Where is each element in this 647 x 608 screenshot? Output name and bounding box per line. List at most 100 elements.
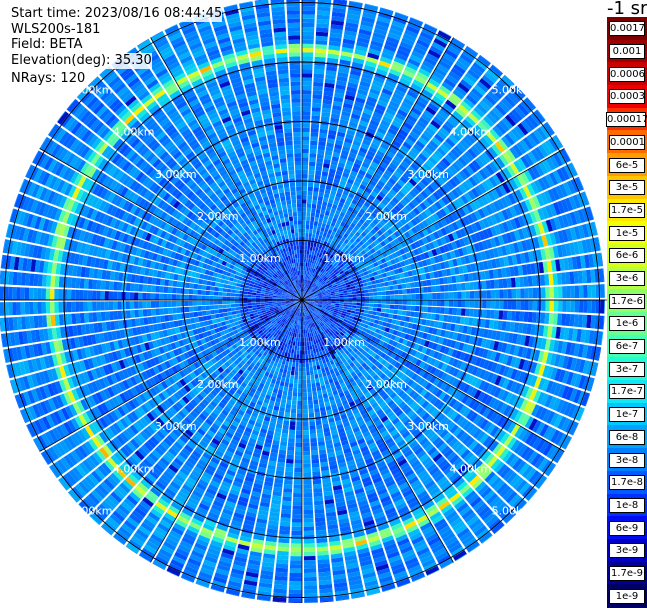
ray-bin — [304, 585, 317, 590]
ray-bin — [390, 305, 394, 309]
ray-bin — [376, 283, 381, 287]
ray-bin — [383, 317, 388, 322]
ray-bin — [299, 325, 301, 329]
ray-bin — [304, 581, 317, 586]
ray-bin — [299, 363, 302, 367]
ray-bin — [304, 589, 317, 594]
ray-bin — [305, 245, 308, 249]
ray-bin — [340, 298, 344, 300]
ray-bin — [282, 429, 288, 434]
ray-bin — [317, 433, 324, 438]
ray-bin — [281, 399, 286, 404]
ray-bin — [305, 346, 308, 350]
ray-bin — [311, 446, 318, 451]
ray-bin — [310, 434, 316, 439]
ray-bin — [287, 370, 291, 375]
ray-bin — [309, 250, 312, 255]
ray-bin — [279, 450, 286, 455]
ray-bin — [311, 383, 315, 388]
ray-bin — [282, 505, 292, 510]
ray-bin — [286, 463, 294, 468]
ray-bin — [302, 61, 313, 65]
ray-bin — [295, 363, 298, 367]
ray-bin — [344, 302, 348, 304]
ray-bin — [435, 314, 440, 321]
ray-bin — [465, 309, 470, 317]
ray-bin — [302, 161, 308, 165]
ray-bin — [295, 459, 302, 463]
ray-bin — [294, 346, 297, 350]
ray-bin — [378, 300, 382, 304]
ray-bin — [318, 192, 323, 197]
ray-bin — [394, 295, 398, 299]
ray-bin — [303, 489, 312, 493]
ray-bin — [298, 384, 302, 388]
ray-bin — [304, 556, 316, 561]
ray-bin — [281, 377, 286, 382]
ray-bin — [285, 471, 293, 476]
ray-bin — [307, 384, 311, 389]
ray-bin — [311, 450, 318, 455]
ray-bin — [356, 294, 360, 297]
ray-bin — [303, 405, 308, 409]
ray-bin — [495, 290, 499, 299]
ray-bin — [352, 297, 356, 299]
ray-bin — [316, 209, 321, 214]
ray-bin — [520, 300, 524, 310]
ray-bin — [303, 451, 310, 455]
ray-bin — [311, 115, 320, 120]
ray-bin — [379, 278, 384, 283]
ray-bin — [314, 374, 318, 379]
ray-bin — [307, 379, 311, 383]
ray-bin — [306, 254, 309, 258]
ray-bin — [452, 284, 457, 291]
ray-bin — [381, 304, 385, 308]
ray-bin — [508, 300, 512, 309]
ray-bin — [298, 333, 300, 337]
ray-bin — [303, 438, 309, 442]
ray-bin — [303, 464, 311, 468]
ray-bin — [365, 296, 369, 299]
ray-bin — [304, 577, 317, 582]
ray-bin — [283, 488, 292, 493]
ray-bin — [302, 14, 315, 18]
ray-bin — [570, 286, 575, 298]
ray-bin — [303, 459, 310, 463]
ray-bin — [314, 217, 318, 222]
ray-bin — [283, 369, 287, 374]
ray-bin — [457, 308, 462, 315]
ray-bin — [294, 472, 302, 476]
ray-bin — [309, 162, 315, 167]
ray-bin — [314, 408, 320, 413]
ray-bin — [302, 174, 308, 178]
ray-bin — [592, 300, 596, 313]
ray-bin — [296, 337, 298, 341]
ray-bin — [316, 365, 320, 370]
ray-bin — [303, 409, 308, 413]
ray-bin — [309, 417, 315, 422]
ray-bin — [280, 522, 290, 527]
ray-bin — [296, 354, 299, 358]
ray-bin — [316, 530, 327, 535]
ray-bin — [579, 300, 583, 313]
ray-bin — [365, 300, 369, 303]
ray-bin — [291, 366, 295, 371]
ray-bin — [419, 306, 424, 312]
ray-bin — [315, 48, 327, 53]
ray-bin — [579, 285, 584, 298]
ray-bin — [369, 300, 373, 303]
ray-bin — [302, 157, 308, 161]
ray-bin — [314, 492, 323, 497]
ray-bin — [303, 455, 310, 459]
ray-bin — [432, 300, 436, 306]
ray-bin — [419, 294, 423, 300]
ray-bin — [524, 312, 529, 322]
ray-bin — [303, 275, 304, 279]
ray-bin — [428, 293, 432, 299]
ray-bin — [352, 303, 356, 306]
ray-bin — [303, 384, 307, 388]
ray-bin — [308, 396, 313, 401]
ray-bin — [302, 338, 304, 342]
ray-bin — [293, 497, 302, 501]
ray-bin — [444, 307, 449, 314]
